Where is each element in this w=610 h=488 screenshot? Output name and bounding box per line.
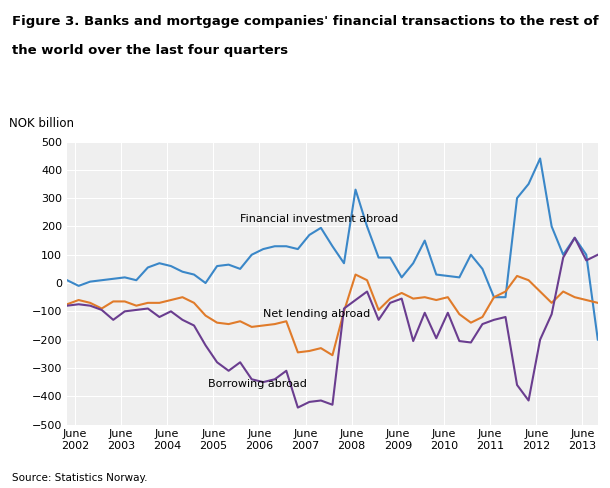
Text: NOK billion: NOK billion [9,117,74,130]
Text: Figure 3. Banks and mortgage companies' financial transactions to the rest of: Figure 3. Banks and mortgage companies' … [12,15,599,28]
Text: Borrowing abroad: Borrowing abroad [208,379,307,389]
Text: Financial investment abroad: Financial investment abroad [240,214,398,224]
Text: the world over the last four quarters: the world over the last four quarters [12,44,289,57]
Text: Source: Statistics Norway.: Source: Statistics Norway. [12,473,148,483]
Text: Net lending abroad: Net lending abroad [264,309,370,319]
